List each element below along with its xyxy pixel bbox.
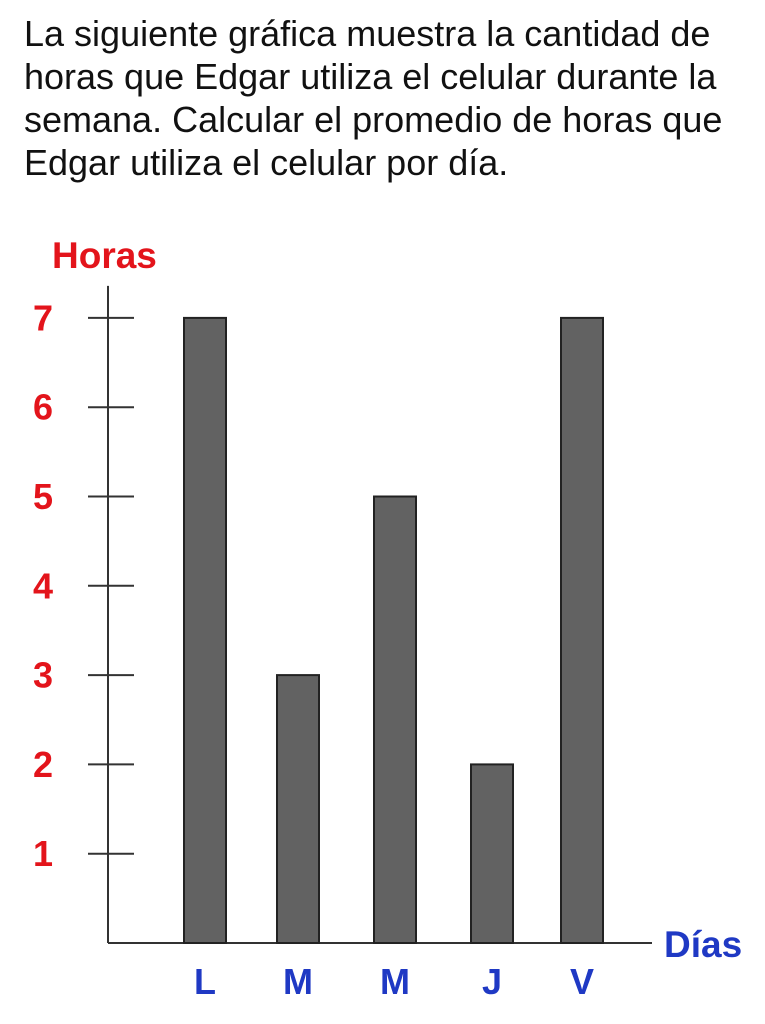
x-tick-label: M	[283, 961, 313, 1002]
x-tick-label: V	[570, 961, 594, 1002]
x-tick-label: J	[482, 961, 502, 1002]
y-tick-label: 4	[33, 565, 53, 606]
y-tick-label: 2	[33, 744, 53, 785]
bar-l-0	[183, 316, 227, 944]
y-tick-label: 6	[33, 387, 53, 428]
bars	[183, 316, 604, 945]
bar-v-4	[560, 316, 604, 944]
y-tick-label: 5	[33, 476, 53, 517]
x-tick-label: L	[194, 961, 216, 1002]
y-tick-label: 7	[33, 297, 53, 338]
bar-m-2	[373, 495, 417, 944]
y-ticks: 1 2 3 4 5 6 7	[33, 297, 134, 874]
y-axis-label: Horas	[52, 235, 157, 276]
y-tick-label: 1	[33, 833, 53, 874]
x-tick-label: M	[380, 961, 410, 1002]
x-axis-label: Días	[664, 924, 742, 965]
bar-m-1	[276, 674, 320, 944]
y-tick-label: 3	[33, 655, 53, 696]
problem-statement: La siguiente gráfica muestra la cantidad…	[24, 13, 723, 183]
bar-j-3	[470, 763, 514, 945]
